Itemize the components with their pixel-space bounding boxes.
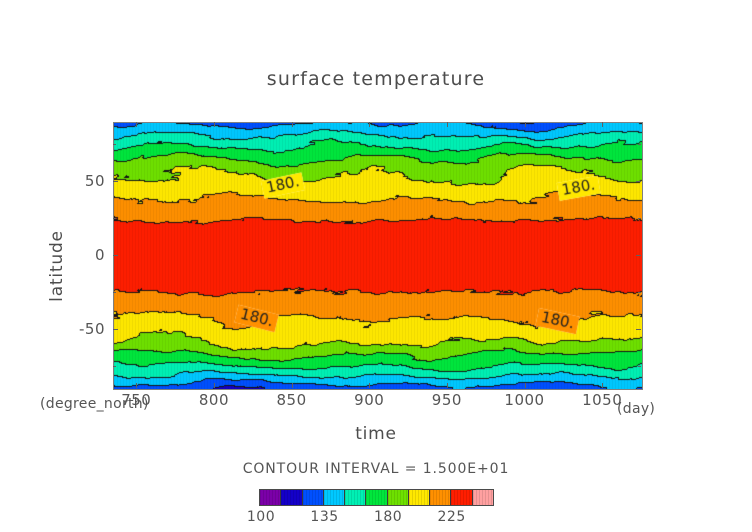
colorbar-swatch bbox=[281, 490, 303, 505]
colorbar-swatch bbox=[451, 490, 473, 505]
y-axis-minor-tick bbox=[638, 218, 641, 220]
colorbar-swatch bbox=[366, 490, 388, 505]
colorbar-swatch bbox=[323, 490, 346, 505]
y-axis-ticklabel: 0 bbox=[94, 246, 105, 264]
x-axis-tick bbox=[446, 122, 448, 127]
x-axis-ticklabel: 1000 bbox=[504, 391, 545, 409]
y-axis-title: latitude bbox=[47, 230, 67, 302]
y-axis-ticklabel: -50 bbox=[79, 319, 105, 338]
y-axis-tick bbox=[636, 181, 641, 183]
x-axis-tick bbox=[602, 122, 604, 127]
colorbar bbox=[259, 489, 494, 506]
x-axis-unit-label: (day) bbox=[617, 401, 656, 417]
x-axis-tick bbox=[136, 122, 138, 127]
colorbar-swatch bbox=[472, 490, 494, 505]
y-axis-minor-tick bbox=[638, 291, 641, 293]
contour-interval-label: CONTOUR INTERVAL = 1.500E+01 bbox=[242, 461, 510, 477]
colorbar-swatch bbox=[302, 490, 324, 505]
x-axis-ticklabel: 850 bbox=[276, 391, 307, 409]
colorbar-ticklabel: 135 bbox=[310, 509, 339, 525]
y-axis-tick bbox=[113, 328, 118, 330]
colorbar-swatch bbox=[345, 490, 367, 505]
colorbar-swatch bbox=[260, 490, 282, 505]
y-axis-ticklabel: 50 bbox=[84, 172, 105, 191]
x-axis-tick bbox=[369, 122, 371, 127]
y-axis-minor-tick bbox=[113, 144, 116, 146]
x-axis-tick bbox=[291, 383, 293, 388]
y-axis-minor-tick bbox=[638, 365, 641, 367]
plot-area bbox=[113, 122, 643, 390]
contour-field-canvas bbox=[114, 123, 642, 389]
x-axis-ticklabel: 950 bbox=[431, 391, 462, 409]
y-axis-tick bbox=[113, 255, 118, 256]
y-axis-minor-tick bbox=[113, 218, 116, 220]
y-axis-minor-tick bbox=[638, 144, 641, 146]
x-axis-tick bbox=[602, 383, 604, 388]
y-axis-minor-tick bbox=[113, 365, 116, 367]
x-axis-tick bbox=[291, 122, 293, 127]
colorbar-swatch bbox=[408, 490, 431, 505]
colorbar-ticklabel: 225 bbox=[437, 509, 466, 525]
x-axis-tick bbox=[524, 383, 526, 388]
colorbar-swatch bbox=[387, 490, 409, 505]
x-axis-ticklabel: 1050 bbox=[582, 391, 623, 409]
page-title: surface temperature bbox=[266, 68, 486, 90]
x-axis-tick bbox=[136, 383, 138, 388]
y-axis-tick bbox=[636, 328, 641, 330]
x-axis-ticklabel: 750 bbox=[121, 391, 152, 409]
y-axis-minor-tick bbox=[113, 291, 116, 293]
colorbar-ticklabel: 100 bbox=[246, 509, 276, 525]
x-axis-ticklabel: 900 bbox=[354, 391, 385, 409]
x-axis-tick bbox=[369, 383, 371, 388]
x-axis-tick bbox=[524, 122, 526, 127]
colorbar-swatch bbox=[430, 490, 452, 505]
y-axis-tick bbox=[113, 181, 118, 183]
x-axis-ticklabel: 800 bbox=[198, 391, 230, 409]
x-axis-tick bbox=[213, 383, 215, 388]
y-axis-unit-label: (degree_north) bbox=[40, 396, 149, 412]
y-axis-tick bbox=[636, 255, 641, 256]
x-axis-title: time bbox=[355, 424, 397, 444]
colorbar-ticklabel: 180 bbox=[373, 509, 403, 525]
x-axis-tick bbox=[446, 383, 448, 388]
x-axis-tick bbox=[213, 122, 215, 127]
